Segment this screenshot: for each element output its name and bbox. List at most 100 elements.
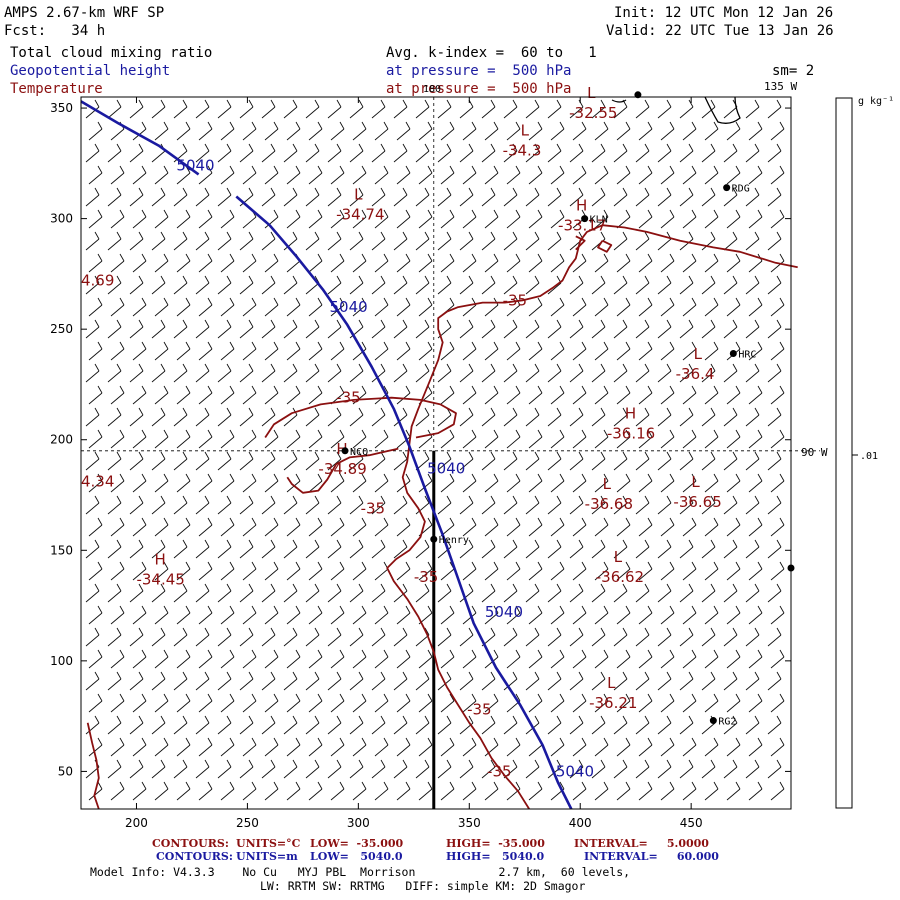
extremum-type: L bbox=[354, 186, 363, 204]
contour-labels: 5040 5040 5040 5040 5040 -35 -35 -35 -35 -35 -35 4.… bbox=[81, 157, 594, 781]
extremum-6: H -34.89 bbox=[318, 440, 366, 478]
x-tick-250: 250 bbox=[236, 97, 259, 830]
x-tick-350: 350 bbox=[458, 97, 481, 830]
extremum-type: H bbox=[625, 404, 636, 422]
colorbar-tick-label: .01 bbox=[860, 451, 878, 462]
extremum-5: H -36.16 bbox=[607, 404, 655, 442]
station-label: HRC bbox=[738, 349, 756, 360]
contour-label-4: 5040 bbox=[556, 762, 594, 780]
y-tick-label: 100 bbox=[50, 654, 73, 668]
x-tick-200: 200 bbox=[125, 97, 148, 830]
height-contour-0 bbox=[80, 100, 200, 176]
field-temperature: Temperature bbox=[10, 81, 103, 97]
temp-contour-2 bbox=[286, 447, 399, 494]
colorbar bbox=[835, 97, 853, 809]
extremum-2: L -34.74 bbox=[336, 186, 384, 224]
y-tick-250: 250 bbox=[50, 322, 791, 336]
extremum-4: L -36.4 bbox=[676, 345, 715, 383]
x-tick-label: 200 bbox=[125, 816, 148, 830]
y-tick-label: 50 bbox=[58, 764, 73, 778]
extremum-value: -36.4 bbox=[676, 365, 715, 383]
contour-label-5: -35 bbox=[503, 291, 528, 309]
station-label: RG2 bbox=[718, 717, 736, 728]
x-tick-label: 400 bbox=[569, 816, 592, 830]
wind-barbs bbox=[85, 99, 785, 801]
pressure-level-height: at pressure = 500 hPa bbox=[386, 63, 572, 79]
temp-contour-4 bbox=[86, 722, 100, 810]
temp-contour-6 bbox=[597, 239, 613, 253]
axes: 200 250 300 350 400 450 50 100 150 200 250 300 350 bbox=[50, 97, 791, 830]
extremum-type: H bbox=[154, 550, 165, 568]
station-dot bbox=[709, 717, 717, 725]
station-dot bbox=[729, 349, 737, 357]
pressure-level-temp: at pressure = 500 hPa bbox=[386, 81, 572, 97]
extremum-0: L -32.55 bbox=[569, 84, 617, 122]
extremum-type: H bbox=[576, 197, 587, 215]
extremum-value: -36.21 bbox=[589, 694, 637, 712]
model-title: AMPS 2.67-km WRF SP bbox=[4, 5, 165, 21]
coastline bbox=[611, 96, 741, 124]
extremum-value: -33.17 bbox=[558, 217, 606, 235]
extremum-value: -34.3 bbox=[503, 141, 542, 159]
y-tick-50: 50 bbox=[58, 764, 791, 778]
x-tick-label: 450 bbox=[680, 816, 703, 830]
station-label: KLN bbox=[590, 215, 608, 226]
model-physics: LW: RRTM SW: RRTMG DIFF: simple KM: 2D S… bbox=[260, 879, 586, 893]
reference-lines bbox=[81, 97, 820, 809]
extremum-9: H -34.45 bbox=[136, 550, 184, 588]
contour-label-6: -35 bbox=[336, 389, 361, 407]
y-tick-200: 200 bbox=[50, 433, 791, 447]
extremum-3: H -33.17 bbox=[558, 197, 606, 235]
station-hrc: HRC bbox=[729, 349, 756, 360]
temp-contour-0 bbox=[446, 224, 798, 313]
y-tick-label: 150 bbox=[50, 543, 73, 557]
station-label: RDG bbox=[732, 184, 750, 195]
station-rg2: RG2 bbox=[709, 717, 736, 728]
lon-label-90w: 90 W bbox=[801, 446, 828, 459]
height-high: HIGH= 5040.0 bbox=[446, 850, 545, 863]
contour-label-3: 5040 bbox=[485, 603, 523, 621]
extremum-type: H bbox=[336, 440, 347, 458]
y-tick-label: 300 bbox=[50, 212, 73, 226]
station-dot bbox=[430, 535, 438, 543]
x-tick-300: 300 bbox=[347, 97, 370, 830]
temp-units: UNITS=°C bbox=[236, 837, 301, 850]
station-dot bbox=[581, 215, 589, 223]
extremum-type: L bbox=[607, 674, 616, 692]
y-tick-label: 250 bbox=[50, 322, 73, 336]
x-tick-label: 250 bbox=[236, 816, 259, 830]
station-dot bbox=[341, 447, 349, 455]
smoothing-label: sm= 2 bbox=[772, 63, 815, 79]
extremum-type: L bbox=[521, 121, 530, 139]
x-tick-label: 350 bbox=[458, 816, 481, 830]
y-tick-300: 300 bbox=[50, 212, 791, 226]
height-contour-1 bbox=[235, 195, 573, 810]
temp-contours-label: CONTOURS: bbox=[152, 837, 229, 850]
station-label: NCQ bbox=[350, 447, 368, 458]
extremum-value: -34.89 bbox=[318, 460, 366, 478]
edge-label-0: 4.69 bbox=[81, 272, 114, 290]
temp-contour-5 bbox=[575, 235, 586, 251]
extremum-value: -36.68 bbox=[585, 495, 633, 513]
lon-label-135w: 135 W bbox=[764, 80, 797, 93]
station-ncq: NCQ bbox=[341, 447, 368, 458]
field-geopotential: Geopotential height bbox=[10, 63, 171, 79]
y-tick-350: 350 bbox=[50, 101, 791, 115]
height-interval: INTERVAL= 60.000 bbox=[584, 850, 719, 863]
extremum-value: -32.55 bbox=[569, 104, 617, 122]
init-time: Init: 12 UTC Mon 12 Jan 26 bbox=[614, 5, 834, 21]
contour-label-0: 5040 bbox=[176, 157, 214, 175]
extrema-labels: L -32.55 L -34.3 L -34.74 H -33.17 L -36.4 H -36.16… bbox=[136, 84, 721, 712]
extremum-7: L -36.68 bbox=[585, 475, 633, 513]
contour-label-8: -35 bbox=[414, 568, 439, 586]
wind-barb-field bbox=[85, 99, 785, 801]
temp-low: LOW= -35.000 bbox=[310, 837, 404, 850]
station-label: Henry bbox=[439, 535, 469, 546]
x-tick-450: 450 bbox=[680, 97, 703, 830]
geopotential-contours bbox=[80, 100, 573, 810]
extremum-type: L bbox=[694, 345, 703, 363]
extremum-1: L -34.3 bbox=[503, 121, 542, 159]
station-rdg: RDG bbox=[723, 184, 750, 195]
extremum-8: L -36.65 bbox=[673, 473, 721, 511]
